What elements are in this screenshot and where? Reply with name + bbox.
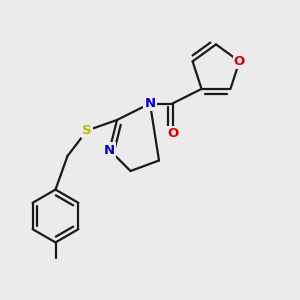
Text: O: O — [234, 55, 245, 68]
Text: O: O — [167, 127, 178, 140]
Text: N: N — [104, 143, 115, 157]
Text: S: S — [82, 124, 92, 137]
Text: N: N — [144, 97, 156, 110]
